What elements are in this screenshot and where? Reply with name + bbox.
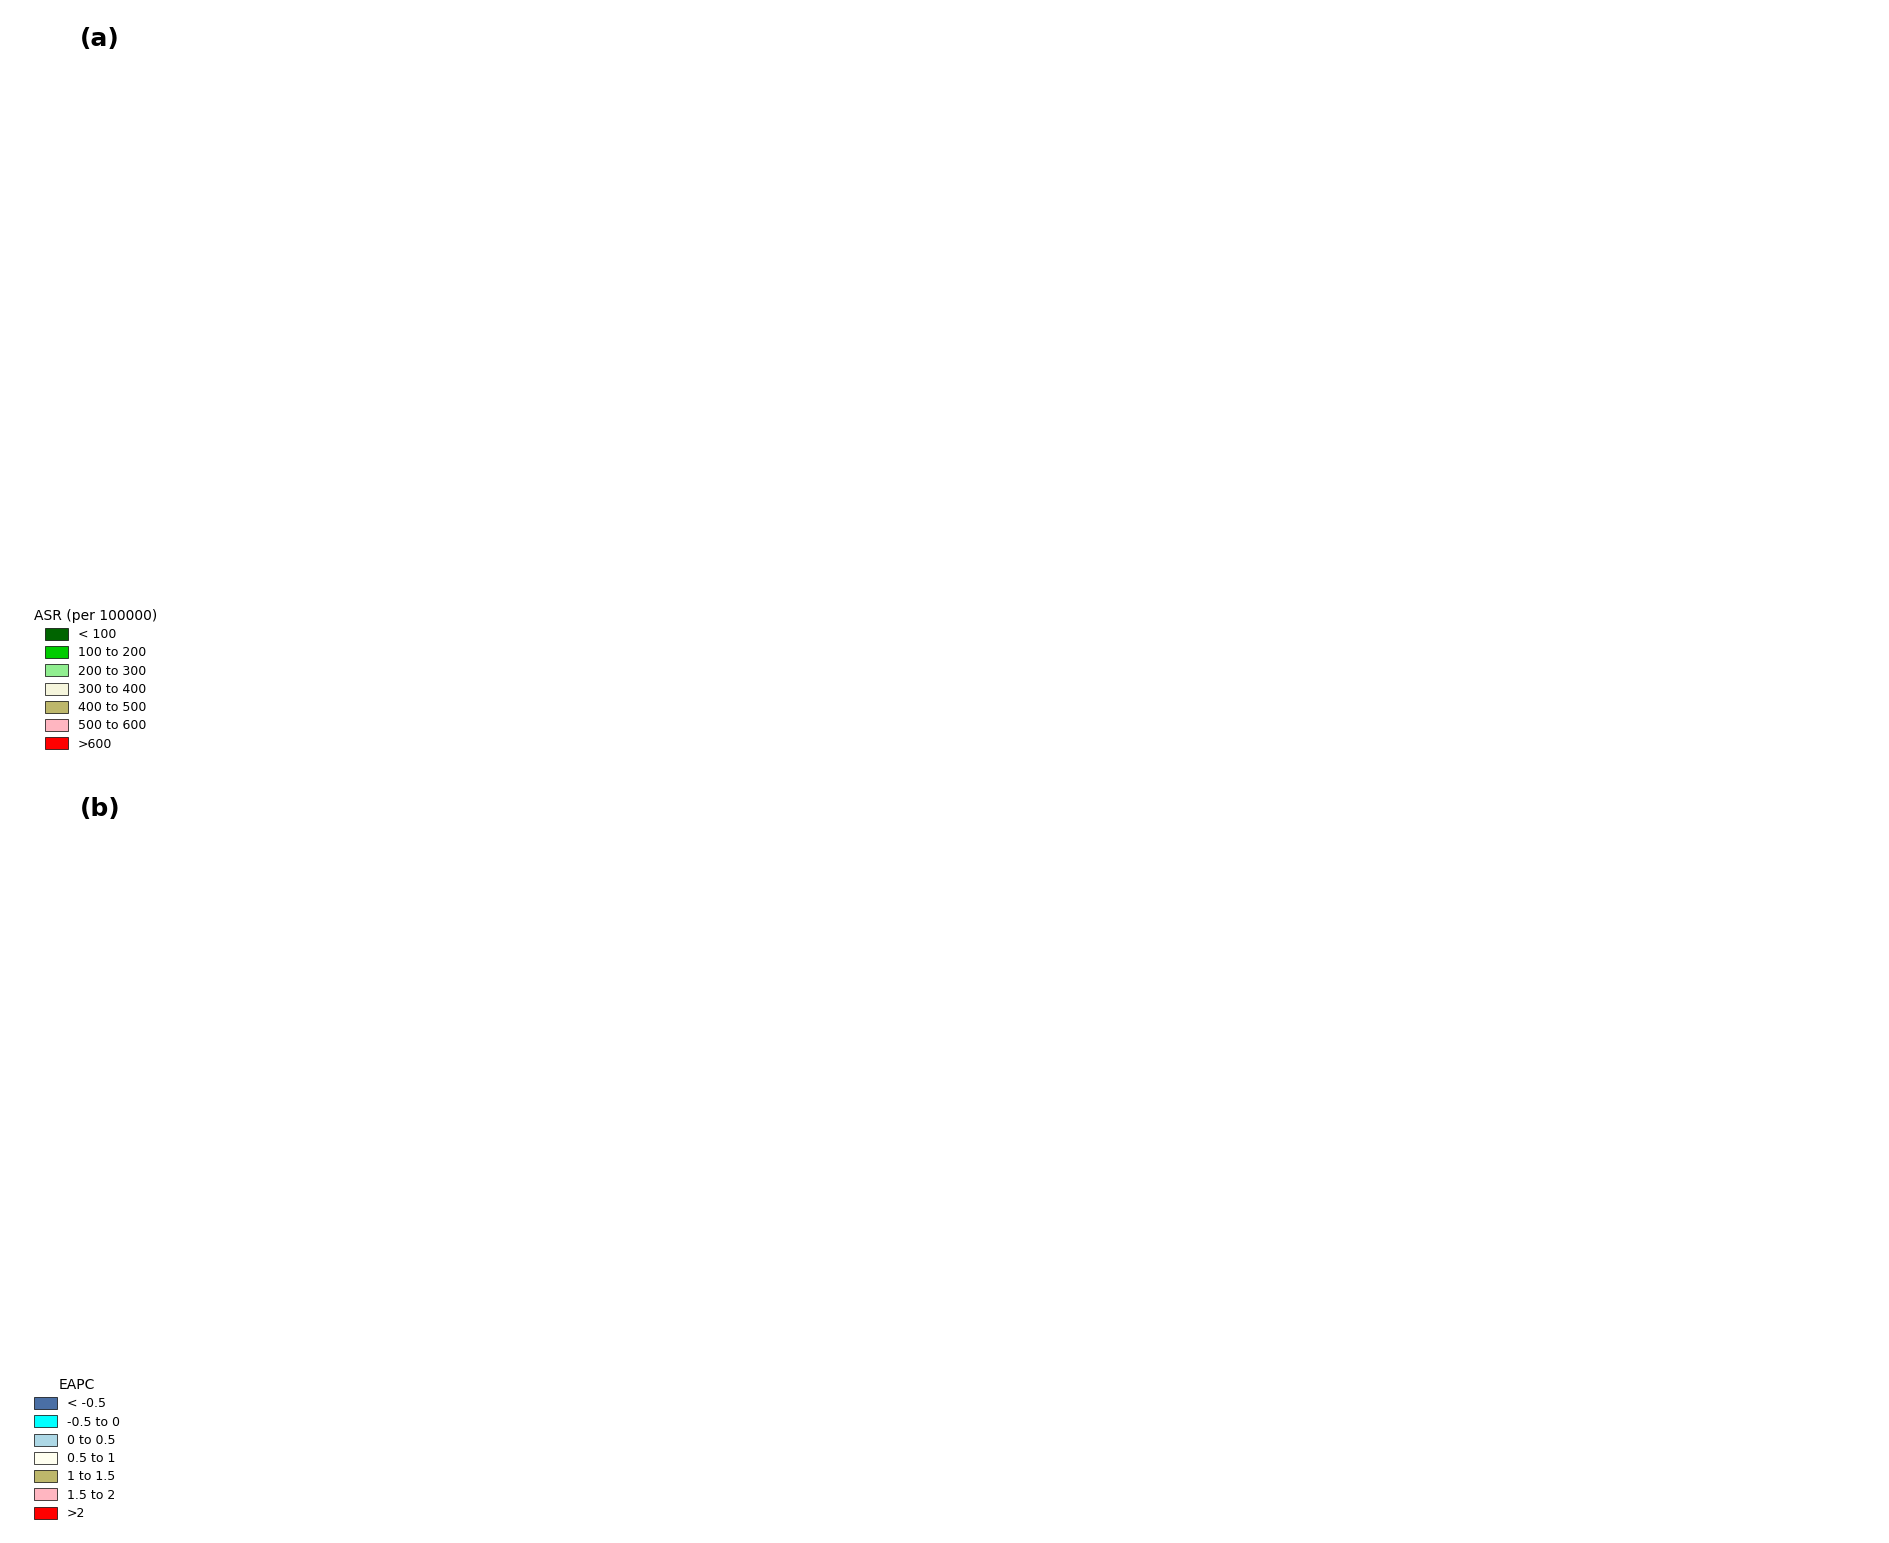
Legend: < 100, 100 to 200, 200 to 300, 300 to 400, 400 to 500, 500 to 600, >600: < 100, 100 to 200, 200 to 300, 300 to 40… [28,603,162,756]
Legend: < -0.5, -0.5 to 0, 0 to 0.5, 0.5 to 1, 1 to 1.5, 1.5 to 2, >2: < -0.5, -0.5 to 0, 0 to 0.5, 0.5 to 1, 1… [28,1373,125,1524]
Text: (a): (a) [79,28,119,51]
Text: (b): (b) [79,796,121,821]
